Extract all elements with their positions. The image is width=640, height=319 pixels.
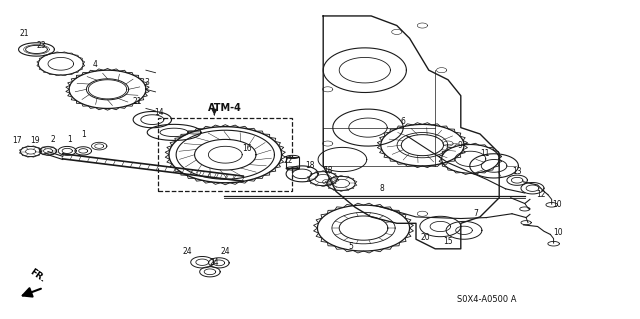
Text: 1: 1 [81,130,86,139]
Text: 21: 21 [133,97,142,106]
Text: 17: 17 [12,137,22,145]
Text: 5: 5 [348,242,353,251]
Text: FR.: FR. [28,268,47,285]
Text: 24: 24 [220,247,230,256]
Bar [286,157,299,168]
Text: 22: 22 [284,156,292,165]
Text: 18: 18 [323,166,332,175]
Text: 21: 21 [20,29,29,38]
Text: 9: 9 [457,141,462,150]
Text: S0X4-A0500 A: S0X4-A0500 A [457,295,516,304]
Text: 4: 4 [92,60,97,69]
Text: 2: 2 [50,135,55,144]
Text: 10: 10 [552,200,562,209]
Text: 1: 1 [67,135,72,144]
Text: 8: 8 [380,184,385,193]
Text: 18: 18 [306,161,315,170]
Text: 19: 19 [29,136,40,145]
Text: 15: 15 [443,237,453,246]
Text: 24: 24 [182,247,193,256]
Text: 12: 12 [536,190,545,199]
Text: 20: 20 [420,233,431,242]
Text: 6: 6 [401,117,406,126]
Text: 14: 14 [154,108,164,117]
Text: 7: 7 [474,209,479,218]
Text: 24: 24 [209,258,220,267]
Text: 23: 23 [36,41,47,50]
Text: 11: 11 [481,149,490,158]
Text: 16: 16 [242,144,252,153]
Bar [158,118,292,191]
Text: 10: 10 [553,228,563,237]
Text: 13: 13 [512,167,522,176]
Text: ATM-4: ATM-4 [209,103,242,113]
Text: 3: 3 [145,78,150,87]
